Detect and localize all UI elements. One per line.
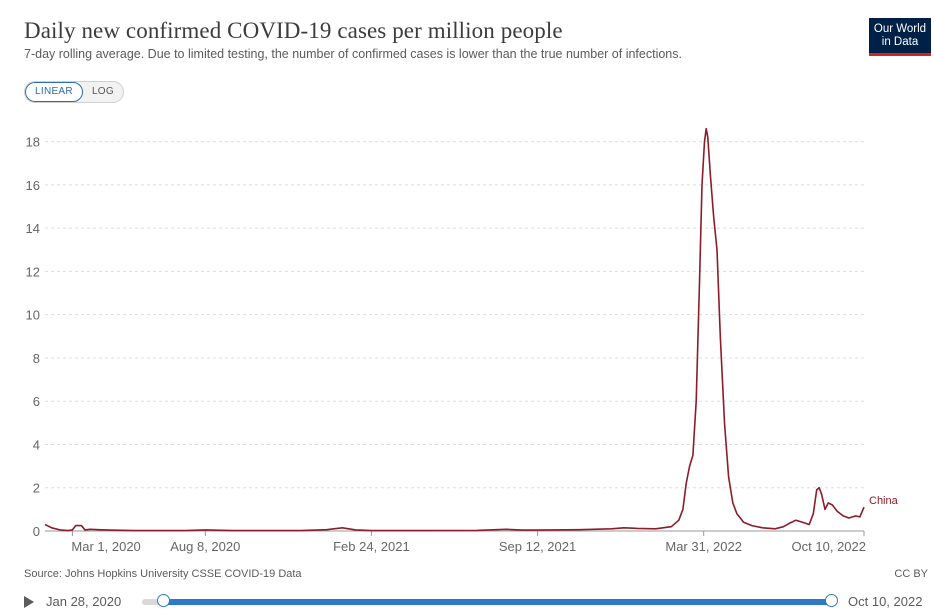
chart-title: Daily new confirmed COVID-19 cases per m… (24, 18, 563, 43)
license-note[interactable]: CC BY (894, 568, 928, 580)
play-icon[interactable] (24, 596, 34, 608)
source-note[interactable]: Source: Johns Hopkins University CSSE CO… (24, 568, 302, 580)
series-label: China (869, 495, 899, 507)
timeline-end-label: Oct 10, 2022 (848, 594, 923, 609)
scale-toggle: LINEAR LOG (24, 81, 124, 103)
y-tick-label: 8 (33, 351, 40, 366)
x-tick-label: Aug 8, 2020 (170, 539, 240, 554)
x-tick-label: Feb 24, 2021 (333, 539, 410, 554)
timeline-end-handle[interactable] (825, 594, 838, 607)
y-tick-label: 6 (33, 394, 40, 409)
timeline-slider: Jan 28, 2020 Oct 10, 2022 (24, 590, 934, 614)
y-tick-label: 18 (26, 135, 40, 150)
y-tick-label: 4 (33, 437, 40, 452)
timeline-start-handle[interactable] (157, 594, 170, 607)
chart-subtitle: 7-day rolling average. Due to limited te… (24, 47, 682, 61)
y-tick-label: 2 (33, 481, 40, 496)
logo-line-1: Our World (873, 23, 927, 35)
y-tick-label: 16 (26, 178, 40, 193)
timeline-start-label: Jan 28, 2020 (46, 594, 122, 609)
log-scale-button[interactable]: LOG (91, 86, 114, 97)
x-tick-label: Sep 12, 2021 (499, 539, 576, 554)
series-line-china (44, 127, 865, 532)
logo-line-2: in Data (881, 36, 919, 48)
x-tick-label: Oct 10, 2022 (792, 539, 866, 554)
x-tick-label: Mar 31, 2022 (665, 539, 742, 554)
timeline-selected-range[interactable] (164, 599, 832, 605)
y-tick-label: 14 (26, 221, 40, 236)
y-tick-label: 12 (26, 264, 40, 279)
y-tick-label: 0 (33, 524, 40, 539)
owid-logo[interactable]: Our World in Data (869, 18, 931, 56)
linear-scale-button[interactable]: LINEAR (25, 82, 83, 102)
x-tick-label: Mar 1, 2020 (71, 539, 140, 554)
y-tick-label: 10 (26, 308, 40, 323)
